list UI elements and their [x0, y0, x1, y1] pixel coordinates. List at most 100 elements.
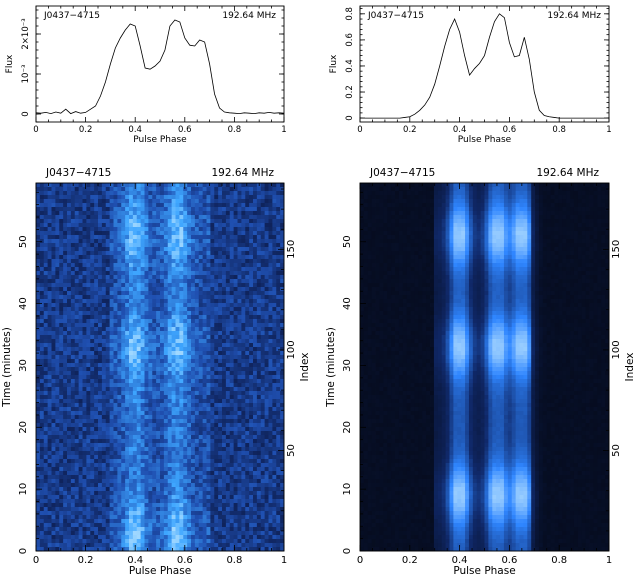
heatmap-cell — [194, 215, 200, 220]
heatmap-cell — [63, 207, 68, 212]
heatmap-cell — [256, 319, 262, 324]
heatmap-cell — [276, 227, 281, 232]
heatmap-cell — [160, 299, 165, 304]
heatmap-cell — [276, 343, 281, 348]
heatmap-cell — [272, 291, 277, 296]
heatmap-cell — [256, 431, 262, 436]
heatmap-cell — [43, 419, 49, 424]
heatmap-cell — [47, 283, 52, 288]
heatmap-cell — [253, 435, 258, 440]
heatmap-cell — [175, 219, 180, 224]
heatmap-cell — [82, 439, 87, 444]
heatmap-cell — [70, 479, 76, 484]
heatmap-cell — [67, 399, 72, 404]
heatmap-cell — [152, 391, 157, 396]
heatmap-cell — [237, 363, 242, 368]
heatmap-cell — [94, 267, 99, 272]
heatmap-cell — [233, 383, 238, 388]
heatmap-cell — [78, 455, 83, 460]
heatmap-cell — [206, 367, 211, 372]
x-tick-label: 0.6 — [178, 125, 192, 135]
heatmap-cell — [90, 351, 95, 356]
heatmap-cell — [206, 371, 211, 376]
heatmap-cell — [214, 339, 219, 344]
heatmap-cell — [191, 207, 196, 212]
heatmap-cell — [202, 339, 207, 344]
heatmap-cell — [233, 359, 238, 364]
heatmap-cell — [272, 435, 277, 440]
heatmap-cell — [101, 251, 107, 256]
heatmap-cell — [129, 455, 134, 460]
heatmap-cell — [222, 331, 227, 336]
heatmap-cell — [136, 231, 142, 236]
heatmap-cell — [260, 223, 266, 228]
heatmap-cell — [125, 407, 130, 412]
heatmap-cell — [272, 327, 277, 332]
heatmap-cell — [160, 215, 165, 220]
heatmap-cell — [105, 459, 111, 464]
heatmap-cell — [90, 231, 95, 236]
heatmap-cell — [167, 331, 173, 336]
heatmap-cell — [218, 259, 223, 264]
heatmap-cell — [136, 371, 142, 376]
heatmap-cell — [67, 387, 72, 392]
heatmap-cell — [260, 467, 266, 472]
heatmap-cell — [125, 331, 130, 336]
heatmap-cell — [113, 367, 118, 372]
heatmap-cell — [256, 455, 262, 460]
heatmap-cell — [225, 439, 231, 444]
heatmap-cell — [55, 439, 60, 444]
heatmap-cell — [183, 391, 188, 396]
heatmap-cell — [191, 191, 196, 196]
heatmap-cell — [237, 343, 242, 348]
heatmap-cell — [214, 239, 219, 244]
heatmap-cell — [260, 271, 266, 276]
heatmap-cell — [39, 235, 45, 240]
heatmap-cell — [167, 459, 173, 464]
heatmap-cell — [160, 351, 165, 356]
heatmap-cell — [132, 319, 138, 324]
heatmap-cell — [179, 479, 184, 484]
heatmap-cell — [98, 295, 103, 300]
heatmap-cell — [183, 467, 188, 472]
heatmap-cell — [156, 467, 161, 472]
heatmap-cell — [109, 407, 114, 412]
heatmap-cell — [74, 447, 80, 452]
heatmap-cell — [63, 435, 68, 440]
heatmap-cell — [121, 203, 126, 208]
heatmap-cell — [51, 443, 56, 448]
heatmap-cell — [260, 355, 266, 360]
heatmap-cell — [171, 247, 176, 252]
heatmap-cell — [187, 447, 192, 452]
heatmap-cell — [276, 339, 281, 344]
heatmap-cell — [233, 287, 238, 292]
heatmap-cell — [36, 459, 41, 464]
heatmap-cell — [90, 203, 95, 208]
heatmap-cell — [82, 475, 87, 480]
heatmap-cell — [144, 375, 149, 380]
heatmap-cell — [167, 183, 173, 188]
heatmap-cell — [105, 195, 111, 200]
heatmap-cell — [179, 263, 184, 268]
heatmap-cell — [101, 243, 107, 248]
heatmap-cell — [218, 367, 223, 372]
heatmap-cell — [59, 307, 64, 312]
heatmap-cell — [256, 255, 262, 260]
y-tick-label: 0.8 — [345, 7, 355, 21]
heatmap-cell — [144, 395, 149, 400]
heatmap-cell — [39, 223, 45, 228]
heatmap-cell — [249, 219, 254, 224]
heatmap-cell — [249, 415, 254, 420]
heatmap-cell — [148, 355, 153, 360]
heatmap-cell — [74, 235, 80, 240]
heatmap-cell — [82, 427, 87, 432]
heatmap-cell — [276, 219, 281, 224]
heatmap-cell — [214, 299, 219, 304]
heatmap-cell — [268, 399, 273, 404]
heatmap-cell — [90, 407, 95, 412]
heatmap-cell — [125, 199, 130, 204]
heatmap-cell — [191, 479, 196, 484]
heatmap-cell — [86, 387, 91, 392]
heatmap-cell — [218, 439, 223, 444]
heatmap-cell — [70, 355, 76, 360]
